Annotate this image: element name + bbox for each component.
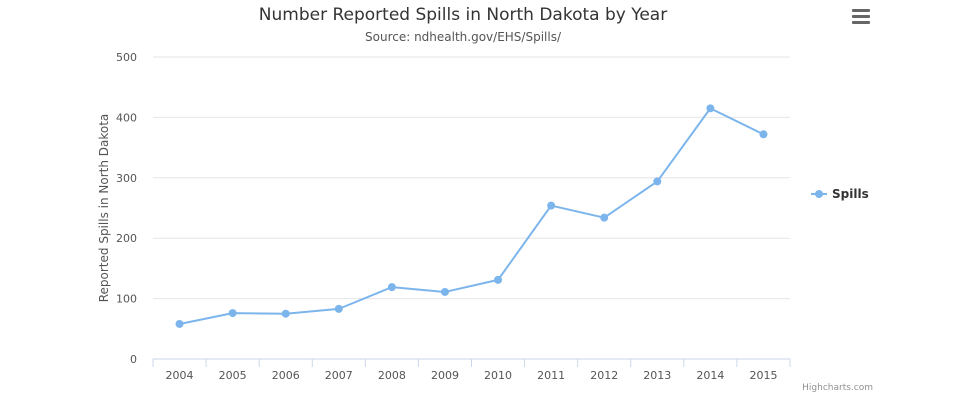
data-point[interactable] [281, 309, 290, 318]
x-tick-label: 2008 [378, 369, 406, 382]
data-point[interactable] [228, 309, 237, 318]
x-tick-label: 2006 [272, 369, 300, 382]
x-tick-labels: 2004 2005 2006 2007 2008 2009 2010 2011 2012 2013… [166, 369, 778, 382]
x-tick-label: 2011 [537, 369, 565, 382]
x-axis [152, 358, 791, 367]
y-tick-label: 0 [130, 353, 137, 366]
chart-title: Number Reported Spills in North Dakota b… [259, 5, 667, 25]
x-tick-label: 2009 [431, 369, 459, 382]
data-point[interactable] [653, 177, 662, 186]
data-point[interactable] [387, 283, 396, 292]
series-line [179, 107, 764, 325]
series-spills[interactable] [175, 104, 768, 328]
x-tick-label: 2004 [166, 369, 194, 382]
data-point[interactable] [440, 287, 449, 296]
x-tick-label: 2007 [325, 369, 353, 382]
x-tick-label: 2013 [643, 369, 671, 382]
x-tick-label: 2014 [696, 369, 724, 382]
data-point[interactable] [706, 104, 715, 113]
y-tick-label: 300 [116, 172, 137, 185]
y-tick-label: 100 [116, 293, 137, 306]
data-point[interactable] [334, 304, 343, 313]
chart-subtitle: Source: ndhealth.gov/EHS/Spills/ [365, 30, 562, 44]
y-axis-title: Reported Spills in North Dakota [97, 114, 111, 303]
data-point[interactable] [547, 201, 556, 210]
x-tick-label: 2012 [590, 369, 618, 382]
data-point[interactable] [494, 275, 503, 284]
credits-link[interactable]: Highcharts.com [802, 383, 873, 393]
y-tick-label: 400 [116, 111, 137, 124]
legend-item-spills[interactable]: Spills [832, 187, 869, 201]
y-tick-label: 500 [116, 51, 137, 64]
legend-marker [815, 190, 823, 198]
legend[interactable]: Spills [811, 187, 869, 201]
grid-lines [153, 56, 790, 300]
data-point[interactable] [175, 319, 184, 328]
hamburger-menu-icon[interactable] [848, 6, 874, 28]
data-point[interactable] [759, 130, 768, 139]
x-tick-label: 2015 [749, 369, 777, 382]
x-tick-label: 2005 [219, 369, 247, 382]
x-tick-label: 2010 [484, 369, 512, 382]
y-tick-labels: 0 100 200 300 400 500 [116, 51, 137, 366]
y-tick-label: 200 [116, 232, 137, 245]
data-point[interactable] [600, 213, 609, 222]
